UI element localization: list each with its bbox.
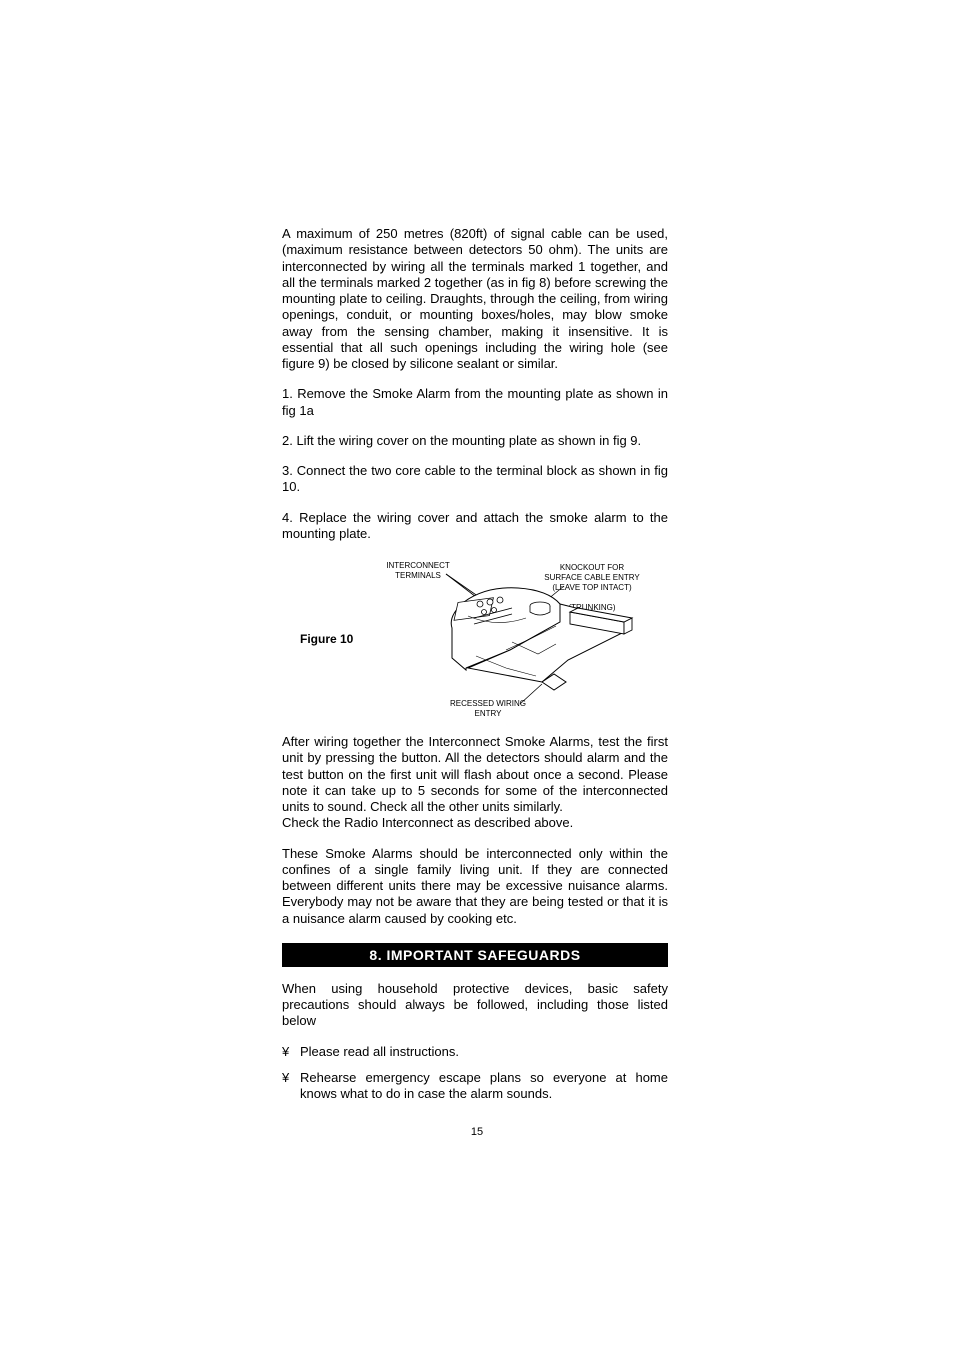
wiring-diagram-icon: INTERCONNECT TERMINALS KNOCKOUT FOR SURF…	[356, 556, 656, 720]
section-header-safeguards: 8. IMPORTANT SAFEGUARDS	[282, 943, 668, 967]
svg-text:SURFACE CABLE ENTRY: SURFACE CABLE ENTRY	[544, 573, 640, 582]
safeguards-list: ¥ Please read all instructions. ¥ Rehear…	[282, 1044, 668, 1103]
paragraph-confines: These Smoke Alarms should be interconnec…	[282, 846, 668, 927]
bullet-marker: ¥	[282, 1070, 300, 1103]
paragraph-intro: A maximum of 250 metres (820ft) of signa…	[282, 226, 668, 372]
document-page: A maximum of 250 metres (820ft) of signa…	[0, 0, 954, 1351]
svg-text:KNOCKOUT FOR: KNOCKOUT FOR	[560, 563, 625, 572]
bullet-text: Please read all instructions.	[300, 1044, 668, 1060]
figure-10: Figure 10 INTERCONNECT TERMINALS KNOCKOU…	[282, 556, 668, 720]
paragraph-test: After wiring together the Interconnect S…	[282, 734, 668, 815]
paragraph-safeguards-intro: When using household protective devices,…	[282, 981, 668, 1030]
list-item: ¥ Please read all instructions.	[282, 1044, 668, 1060]
svg-text:RECESSED WIRING: RECESSED WIRING	[450, 699, 526, 708]
paragraph-radio-check: Check the Radio Interconnect as describe…	[282, 815, 668, 831]
svg-text:INTERCONNECT: INTERCONNECT	[386, 561, 450, 570]
step-2: 2. Lift the wiring cover on the mounting…	[282, 433, 668, 449]
svg-text:ENTRY: ENTRY	[475, 709, 503, 718]
step-4: 4. Replace the wiring cover and attach t…	[282, 510, 668, 543]
bullet-text: Rehearse emergency escape plans so every…	[300, 1070, 668, 1103]
step-1: 1. Remove the Smoke Alarm from the mount…	[282, 386, 668, 419]
step-3: 3. Connect the two core cable to the ter…	[282, 463, 668, 496]
svg-text:(LEAVE TOP INTACT): (LEAVE TOP INTACT)	[552, 583, 632, 592]
figure-caption: Figure 10	[300, 632, 353, 646]
page-number: 15	[0, 1126, 954, 1138]
list-item: ¥ Rehearse emergency escape plans so eve…	[282, 1070, 668, 1103]
svg-text:TERMINALS: TERMINALS	[395, 571, 441, 580]
bullet-marker: ¥	[282, 1044, 300, 1060]
